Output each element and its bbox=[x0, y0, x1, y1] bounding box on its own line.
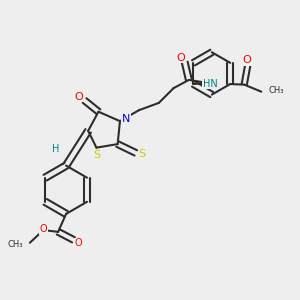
Text: O: O bbox=[75, 238, 82, 248]
Text: O: O bbox=[74, 92, 83, 102]
Text: S: S bbox=[94, 150, 101, 160]
Text: O: O bbox=[40, 224, 47, 234]
Text: CH₃: CH₃ bbox=[8, 240, 23, 249]
Text: H: H bbox=[52, 143, 59, 154]
Text: O: O bbox=[242, 55, 251, 65]
Text: O: O bbox=[176, 52, 185, 62]
Text: HN: HN bbox=[203, 79, 218, 89]
Text: S: S bbox=[138, 149, 145, 159]
Text: CH₃: CH₃ bbox=[269, 86, 284, 95]
Text: N: N bbox=[122, 114, 130, 124]
